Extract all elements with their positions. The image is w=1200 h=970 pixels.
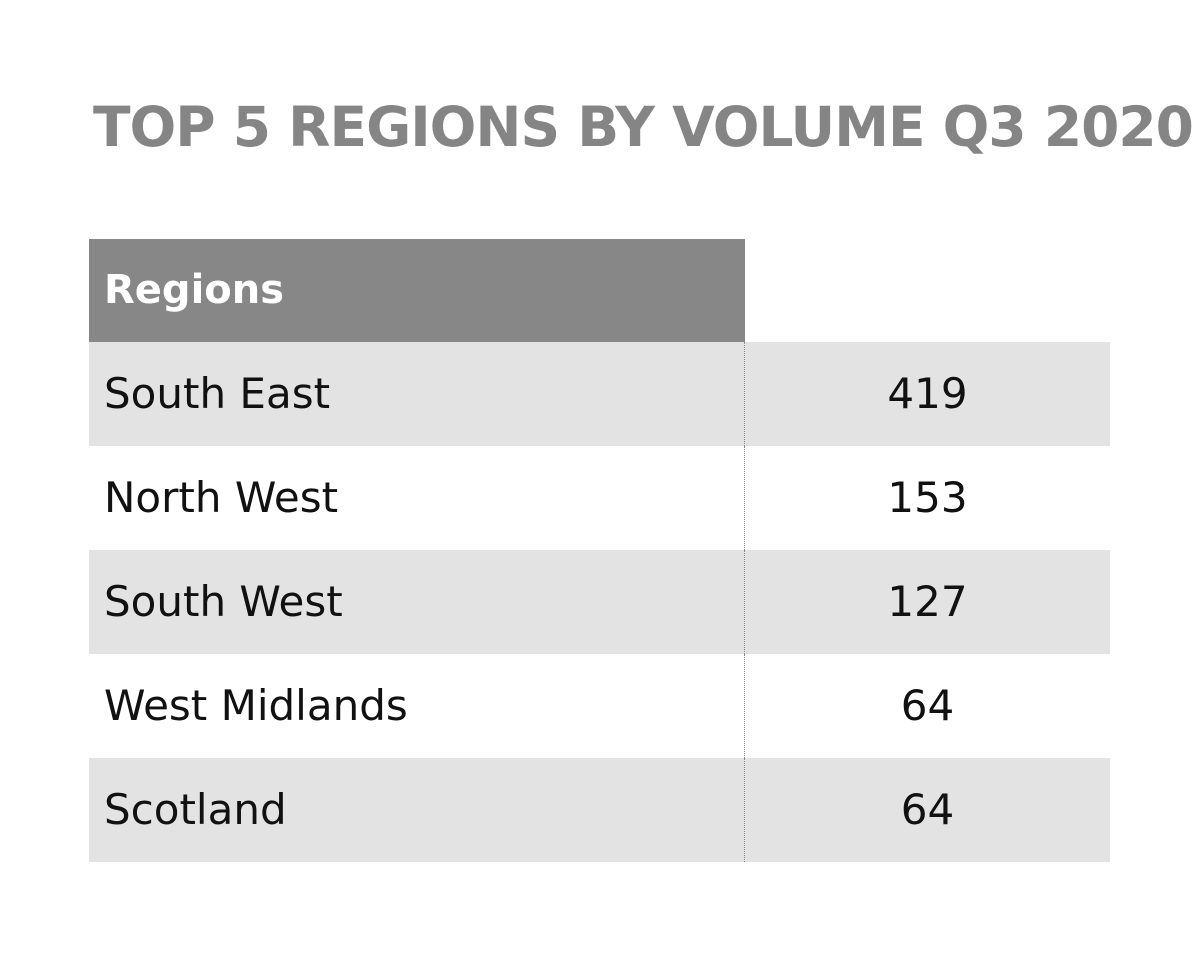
table-row: South West 127 — [89, 550, 1110, 654]
region-cell: North West — [89, 446, 745, 550]
chart-title: TOP 5 REGIONS BY VOLUME Q3 2020 — [93, 95, 1194, 159]
region-cell: West Midlands — [89, 654, 745, 758]
table-row: West Midlands 64 — [89, 654, 1110, 758]
table-row: Scotland 64 — [89, 758, 1110, 862]
value-cell: 64 — [900, 785, 955, 834]
value-cell: 64 — [900, 681, 955, 730]
value-cell: 153 — [887, 473, 968, 522]
region-cell: South West — [89, 550, 745, 654]
table-row: South East 419 — [89, 342, 1110, 446]
regions-table: Regions South East 419 North West 153 So… — [89, 239, 1110, 862]
table-row: North West 153 — [89, 446, 1110, 550]
region-cell: South East — [89, 342, 745, 446]
table-header-row: Regions — [89, 239, 1110, 342]
region-cell: Scotland — [89, 758, 745, 862]
header-regions: Regions — [89, 239, 745, 342]
value-cell: 419 — [887, 369, 968, 418]
value-cell: 127 — [887, 577, 968, 626]
